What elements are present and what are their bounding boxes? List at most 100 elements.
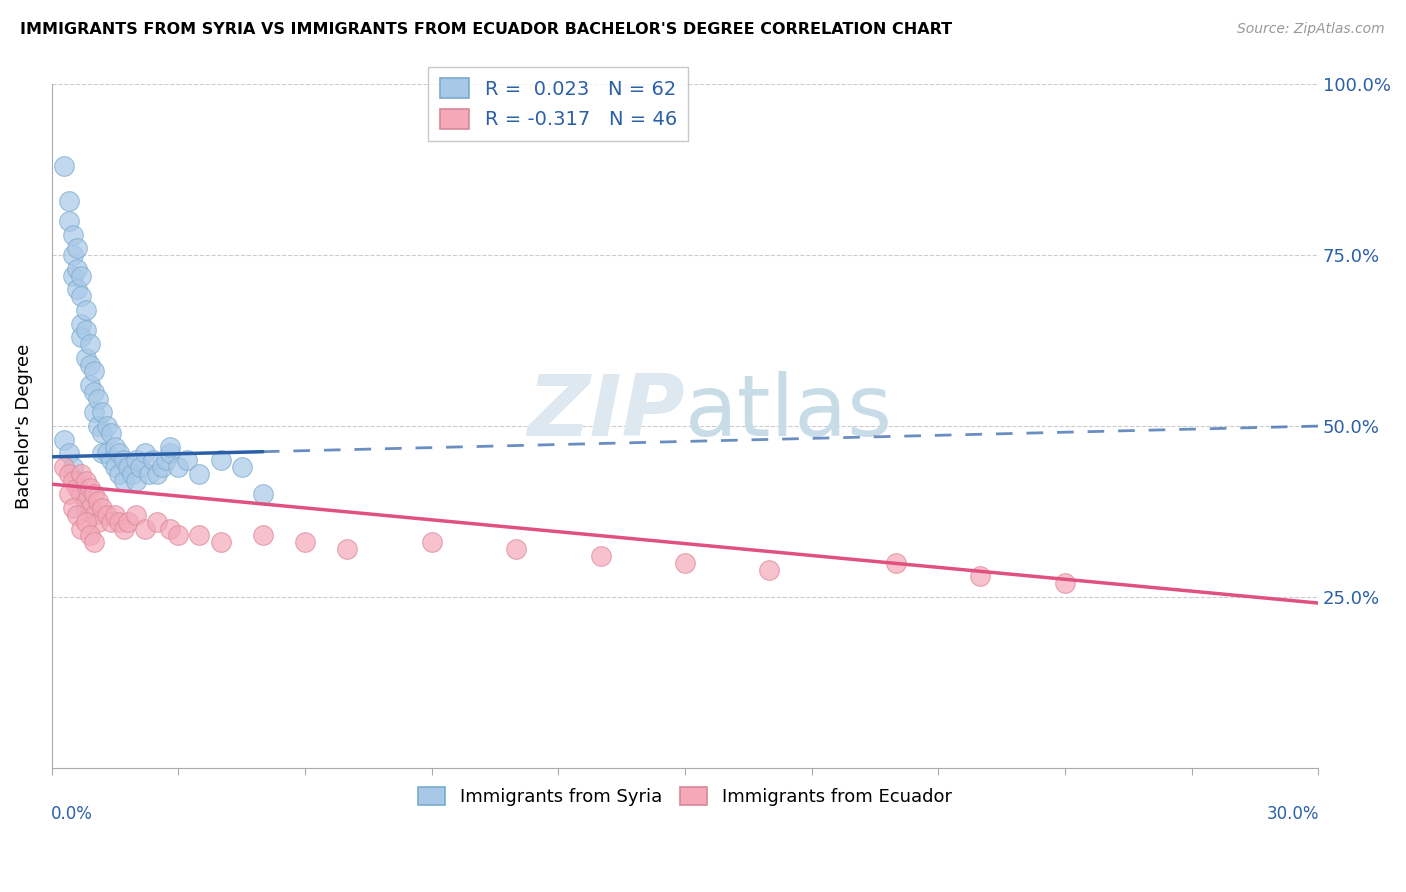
Text: 30.0%: 30.0%	[1267, 805, 1319, 823]
Point	[112, 453, 135, 467]
Point	[66, 282, 89, 296]
Point	[100, 425, 122, 440]
Point	[79, 337, 101, 351]
Point	[104, 460, 127, 475]
Point	[70, 522, 93, 536]
Point	[83, 405, 105, 419]
Point	[75, 501, 97, 516]
Point	[75, 323, 97, 337]
Text: IMMIGRANTS FROM SYRIA VS IMMIGRANTS FROM ECUADOR BACHELOR'S DEGREE CORRELATION C: IMMIGRANTS FROM SYRIA VS IMMIGRANTS FROM…	[20, 22, 952, 37]
Point	[83, 487, 105, 501]
Text: ZIP: ZIP	[527, 371, 685, 454]
Point	[252, 528, 274, 542]
Point	[125, 453, 148, 467]
Point	[70, 268, 93, 283]
Point	[91, 425, 114, 440]
Point	[112, 522, 135, 536]
Point	[83, 364, 105, 378]
Point	[70, 330, 93, 344]
Point	[83, 384, 105, 399]
Point	[176, 453, 198, 467]
Point	[91, 446, 114, 460]
Legend: Immigrants from Syria, Immigrants from Ecuador: Immigrants from Syria, Immigrants from E…	[411, 780, 959, 814]
Point	[188, 467, 211, 481]
Text: 0.0%: 0.0%	[51, 805, 93, 823]
Point	[66, 474, 89, 488]
Point	[70, 467, 93, 481]
Text: atlas: atlas	[685, 371, 893, 454]
Point	[66, 481, 89, 495]
Point	[75, 515, 97, 529]
Point	[91, 405, 114, 419]
Point	[58, 446, 80, 460]
Point	[62, 474, 84, 488]
Point	[150, 460, 173, 475]
Point	[83, 535, 105, 549]
Point	[167, 528, 190, 542]
Point	[117, 515, 139, 529]
Point	[62, 460, 84, 475]
Point	[134, 522, 156, 536]
Point	[62, 227, 84, 242]
Point	[209, 535, 232, 549]
Point	[155, 453, 177, 467]
Point	[75, 302, 97, 317]
Point	[96, 446, 118, 460]
Point	[87, 494, 110, 508]
Point	[62, 248, 84, 262]
Point	[62, 268, 84, 283]
Point	[58, 214, 80, 228]
Point	[336, 542, 359, 557]
Point	[91, 501, 114, 516]
Point	[138, 467, 160, 481]
Point	[70, 317, 93, 331]
Point	[53, 460, 76, 475]
Point	[129, 460, 152, 475]
Point	[108, 515, 131, 529]
Point	[159, 440, 181, 454]
Point	[70, 487, 93, 501]
Point	[58, 467, 80, 481]
Point	[112, 474, 135, 488]
Point	[294, 535, 316, 549]
Point	[83, 508, 105, 522]
Point	[70, 487, 93, 501]
Point	[969, 569, 991, 583]
Point	[79, 358, 101, 372]
Point	[673, 556, 696, 570]
Point	[79, 501, 101, 516]
Point	[188, 528, 211, 542]
Point	[159, 446, 181, 460]
Point	[108, 467, 131, 481]
Point	[142, 453, 165, 467]
Point	[167, 460, 190, 475]
Point	[79, 481, 101, 495]
Point	[79, 378, 101, 392]
Point	[146, 467, 169, 481]
Point	[420, 535, 443, 549]
Point	[505, 542, 527, 557]
Point	[134, 446, 156, 460]
Point	[79, 528, 101, 542]
Point	[104, 440, 127, 454]
Point	[66, 242, 89, 256]
Point	[66, 261, 89, 276]
Point	[75, 351, 97, 365]
Point	[209, 453, 232, 467]
Point	[125, 508, 148, 522]
Point	[70, 289, 93, 303]
Point	[87, 515, 110, 529]
Text: Source: ZipAtlas.com: Source: ZipAtlas.com	[1237, 22, 1385, 37]
Point	[66, 508, 89, 522]
Point	[1053, 576, 1076, 591]
Point	[87, 419, 110, 434]
Point	[231, 460, 253, 475]
Point	[53, 433, 76, 447]
Point	[758, 563, 780, 577]
Point	[58, 487, 80, 501]
Point	[252, 487, 274, 501]
Point	[104, 508, 127, 522]
Point	[589, 549, 612, 563]
Point	[117, 460, 139, 475]
Point	[159, 522, 181, 536]
